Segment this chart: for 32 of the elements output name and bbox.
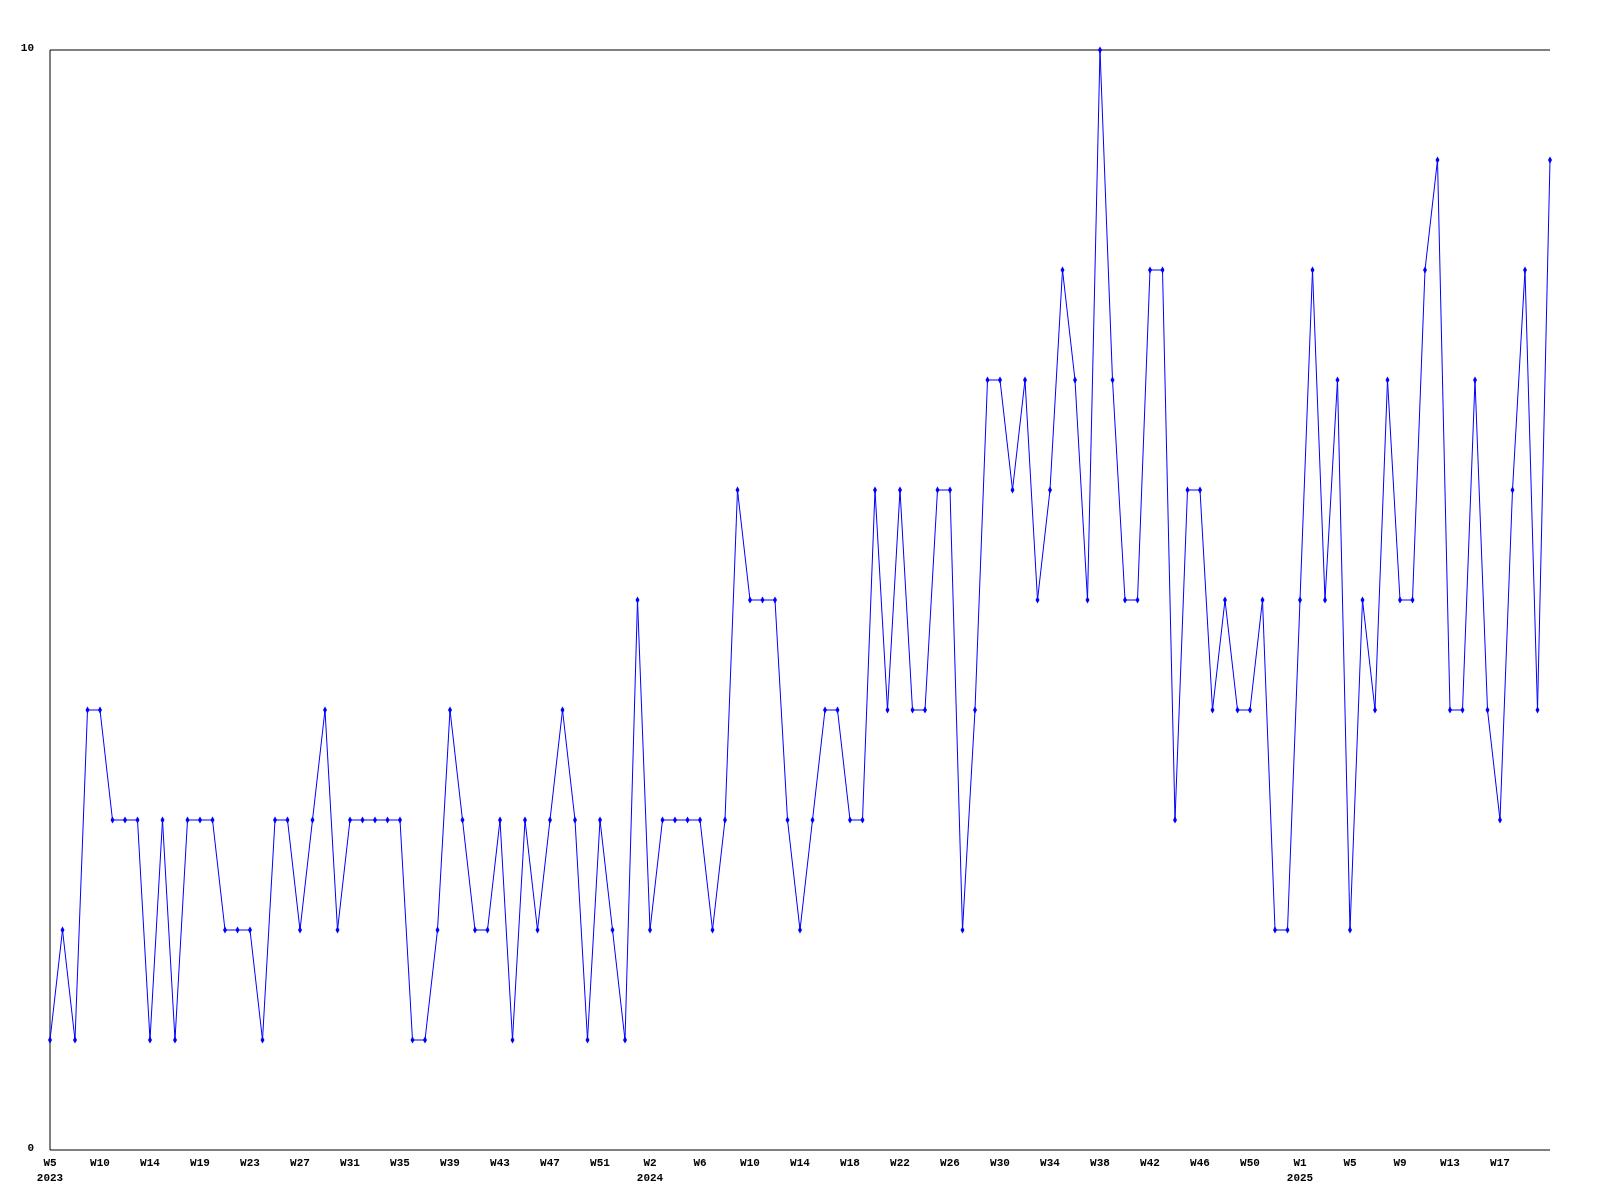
x-tick-label: W13 <box>1440 1157 1461 1169</box>
x-tick-label: W30 <box>990 1157 1010 1169</box>
x-tick-label: W51 <box>590 1157 611 1169</box>
x-tick-label: W10 <box>740 1157 760 1169</box>
x-tick-label: W23 <box>240 1157 261 1169</box>
x-tick-label: W35 <box>390 1157 411 1169</box>
x-tick-label: W43 <box>490 1157 511 1169</box>
x-tick-label: W14 <box>790 1157 811 1169</box>
x-tick-label: W50 <box>1240 1157 1260 1169</box>
x-tick-label: W5 2023 <box>36 1157 64 1184</box>
x-tick-label: W26 <box>940 1157 960 1169</box>
x-tick-label: W42 <box>1140 1157 1160 1169</box>
y-tick-label: 0 <box>27 1142 34 1154</box>
x-tick-label: W17 <box>1490 1157 1510 1169</box>
x-tick-label: W27 <box>290 1157 310 1169</box>
x-tick-label: W10 <box>90 1157 110 1169</box>
x-tick-label: W19 <box>190 1157 210 1169</box>
x-tick-label: W18 <box>840 1157 861 1169</box>
x-tick-label: W6 <box>693 1157 707 1169</box>
x-tick-label: W38 <box>1090 1157 1111 1169</box>
x-tick-label: W34 <box>1040 1157 1061 1169</box>
x-tick-label: W31 <box>340 1157 361 1169</box>
x-tick-label: W22 <box>890 1157 910 1169</box>
x-tick-label: W9 <box>1393 1157 1407 1169</box>
x-tick-label: W14 <box>140 1157 161 1169</box>
x-tick-label: W5 <box>1343 1157 1357 1169</box>
x-tick-label: W39 <box>440 1157 460 1169</box>
y-tick-label: 10 <box>20 42 34 54</box>
x-tick-label: W46 <box>1190 1157 1210 1169</box>
x-tick-label: W2 2024 <box>636 1157 664 1184</box>
x-tick-label: W1 2025 <box>1286 1157 1314 1184</box>
x-tick-label: W47 <box>540 1157 560 1169</box>
